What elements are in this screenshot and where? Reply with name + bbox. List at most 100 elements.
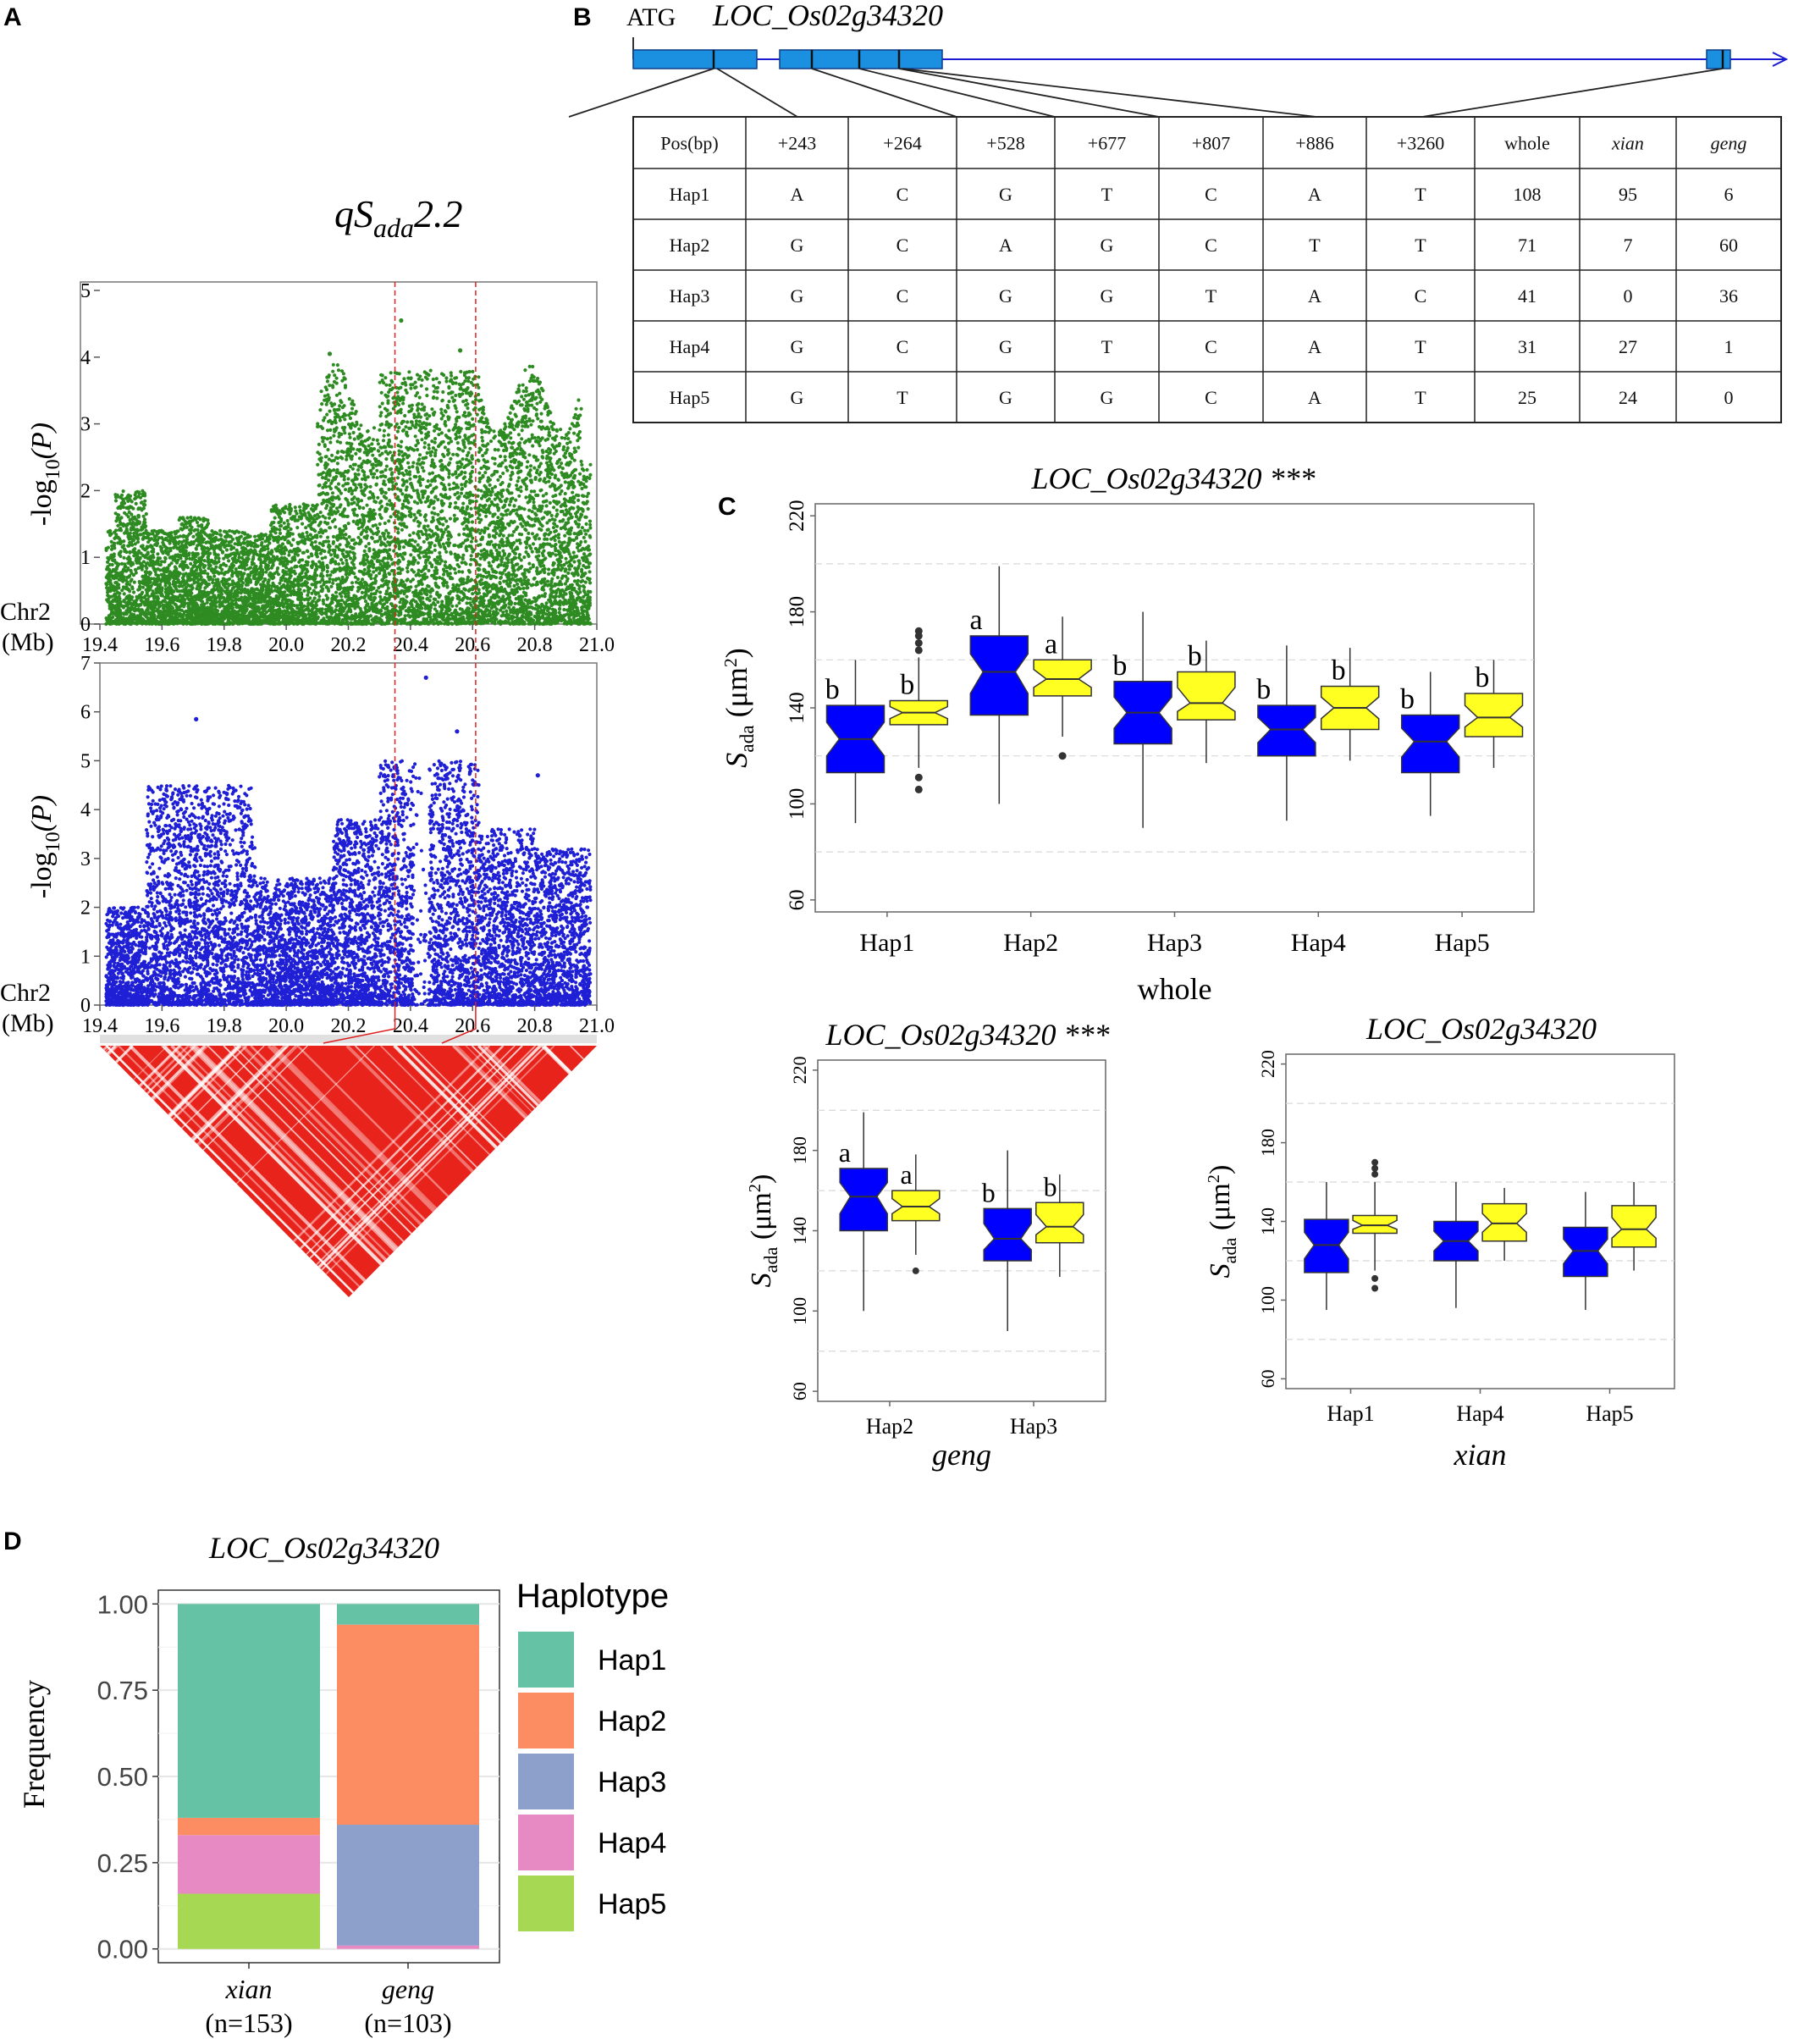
yellow-box <box>1177 671 1236 721</box>
yellow-sig-letter: b <box>1332 655 1346 686</box>
x-tick-label: Hap2 <box>866 1414 913 1439</box>
yellow-box <box>1035 1202 1084 1244</box>
manhattan-bottom-chr-label: Chr2 <box>0 979 51 1007</box>
gene-name: LOC_Os02g34320 <box>712 0 943 32</box>
table-cell: C <box>1205 235 1217 256</box>
yellow-outlier <box>1371 1284 1379 1292</box>
yellow-outlier <box>1371 1274 1379 1282</box>
table-cell: T <box>1101 184 1113 205</box>
table-cell: Hap5 <box>670 387 710 408</box>
x-tick-label: 20.2 <box>331 1015 367 1037</box>
table-cell: 36 <box>1719 285 1738 307</box>
table-cell: T <box>1415 336 1426 357</box>
ld-block-line <box>100 1046 207 1297</box>
yellow-outlier <box>1058 752 1067 760</box>
ylabel-sub: ada <box>1219 1237 1240 1263</box>
legend-label: Hap4 <box>598 1827 666 1859</box>
y-tick-label: 0.25 <box>97 1848 148 1878</box>
x-tick-label: 19.6 <box>144 634 179 656</box>
y-tick-label: 5 <box>80 750 91 772</box>
manhattan-top-points <box>104 318 593 627</box>
table-cell: G <box>999 285 1012 307</box>
ylabel-main: S <box>1205 1263 1236 1278</box>
ld-block-line <box>482 1046 597 1297</box>
table-cell: A <box>1308 184 1321 205</box>
table-cell: T <box>1415 184 1426 205</box>
yellow-outlier <box>912 1267 919 1274</box>
x-tick-label: Hap1 <box>859 929 914 957</box>
y-tick-label: 140 <box>789 1217 810 1245</box>
table-cell: T <box>1101 336 1113 357</box>
table-cell: G <box>791 336 804 357</box>
yellow-sig-letter: b <box>900 669 914 700</box>
legend-title: Haplotype <box>516 1577 669 1615</box>
ld-block-line <box>129 1046 402 1297</box>
box-xian-xlabel: xian <box>1454 1438 1507 1472</box>
table-header-cell: +264 <box>883 133 921 154</box>
x-tick-label: 20.8 <box>517 634 553 656</box>
yellow-outlier <box>914 785 923 793</box>
box-whole-xlabel: whole <box>1138 972 1212 1006</box>
manhattan-bottom-peak-point <box>423 675 428 680</box>
legend-label: Hap1 <box>598 1644 666 1677</box>
manhattan-top-ylabel-tail: (P) <box>26 423 58 459</box>
bar-segment-hap5 <box>178 1893 320 1949</box>
table-header-cell: xian <box>1611 133 1644 154</box>
legend-label: Hap5 <box>598 1888 666 1920</box>
table-cell: Hap2 <box>670 235 710 256</box>
yellow-outlier <box>914 646 923 655</box>
blue-box <box>1400 714 1460 774</box>
ylabel-sup: 2 <box>1205 1174 1223 1183</box>
table-cell: 0 <box>1624 285 1633 307</box>
manhattan-top-snps <box>104 362 593 627</box>
panel-d-label: D <box>3 1527 22 1555</box>
y-tick-label: 100 <box>1257 1286 1278 1314</box>
manhattan-bottom-ylabel-main: -log <box>26 852 58 898</box>
box-xian-ylabel: Sada (μm2) <box>1205 1165 1240 1279</box>
manhattan-bottom-ylabel-tail: (P) <box>26 795 58 831</box>
y-tick-label: 1 <box>80 547 91 569</box>
exon-1 <box>632 49 758 69</box>
bar-segment-hap4 <box>178 1835 320 1894</box>
table-cell: 25 <box>1518 387 1536 408</box>
legend-label: Hap3 <box>598 1766 666 1798</box>
table-cell: T <box>1415 387 1426 408</box>
blue-sig-letter: a <box>839 1137 851 1168</box>
yellow-sig-letter: b <box>1475 662 1489 693</box>
ylabel-tail: (μm <box>720 667 753 725</box>
table-cell: G <box>791 387 804 408</box>
legend-swatch <box>518 1815 574 1870</box>
ld-block-line <box>452 1046 597 1297</box>
yellow-sig-letter: a <box>900 1159 912 1190</box>
table-cell: A <box>1308 285 1321 307</box>
blue-box <box>983 1207 1032 1262</box>
table-header-cell: +243 <box>778 133 816 154</box>
table-cell: A <box>1308 336 1321 357</box>
y-tick-label: 5 <box>80 280 91 302</box>
ld-block-line <box>465 1046 597 1297</box>
manhattan-bottom-x-axis: 19.4 19.6 19.8 20.0 20.2 20.4 20.6 20.8 21.0 <box>82 1005 615 1037</box>
ylabel-close: ) <box>746 1174 777 1184</box>
y-tick-label: 4 <box>80 799 91 821</box>
ld-heatmap <box>100 1035 597 1297</box>
blue-box <box>1257 704 1316 757</box>
blue-sig-letter: b <box>825 674 840 705</box>
y-tick-label: 60 <box>789 1382 810 1400</box>
exon-3 <box>1706 49 1731 69</box>
panel-a-title: qSada2.2 <box>334 192 463 243</box>
x-tick-label: Hap3 <box>1147 929 1202 957</box>
box-xian-title: LOC_Os02g34320 <box>1365 1012 1597 1046</box>
table-cell: 24 <box>1619 387 1637 408</box>
table-header-cell: geng <box>1711 133 1747 154</box>
table-cell: G <box>999 184 1012 205</box>
ld-block-line <box>283 1046 555 1297</box>
bar-segment-hap2 <box>337 1624 479 1826</box>
y-tick-label: 180 <box>789 1136 810 1164</box>
bar-segment-hap1 <box>178 1604 320 1818</box>
table-cell: T <box>896 387 908 408</box>
bar-segment-hap4 <box>337 1945 479 1949</box>
manhattan-top-y-axis: 0 1 2 3 4 5 <box>80 280 100 636</box>
x-count-label: (n=153) <box>205 2008 292 2038</box>
panel-b-label: B <box>573 3 592 31</box>
